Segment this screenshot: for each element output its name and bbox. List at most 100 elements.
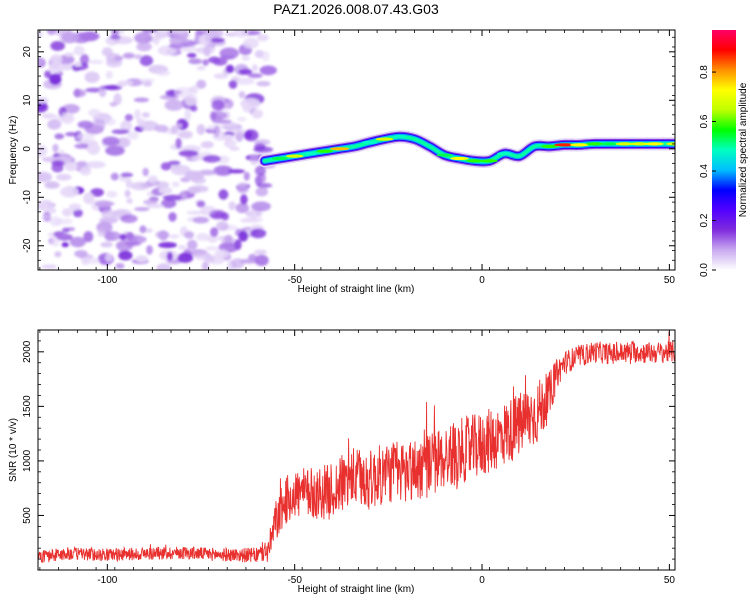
noise-blob <box>64 162 78 172</box>
noise-blob <box>134 32 153 44</box>
noise-blob <box>242 104 252 113</box>
noise-blob <box>146 203 164 209</box>
noise-blob <box>231 76 240 81</box>
noise-blob <box>139 55 154 67</box>
noise-blob <box>184 170 205 181</box>
signal-peak <box>285 154 304 158</box>
noise-blob <box>156 263 172 270</box>
noise-blob <box>61 112 75 125</box>
noise-blob <box>105 70 113 79</box>
noise-blob <box>228 128 246 134</box>
spectrogram-frame <box>37 29 676 271</box>
noise-blob <box>55 173 72 181</box>
noise-blob <box>206 235 218 243</box>
snr-ylabel: SNR (10 * v/v) <box>8 418 19 482</box>
signal-peak <box>330 147 350 151</box>
noise-blob <box>57 54 75 65</box>
noise-blob <box>235 202 250 214</box>
noise-blob <box>238 230 249 242</box>
signal-peak <box>554 143 575 147</box>
noise-blob <box>97 228 106 237</box>
noise-blob <box>213 165 233 176</box>
noise-blob <box>122 52 135 59</box>
snr-panel: -100 -50 0 50 500 1000 1500 2000 Height of stra… <box>8 329 676 595</box>
noise-blob <box>136 42 152 52</box>
noise-blob <box>113 56 124 61</box>
noise-blob <box>46 30 57 35</box>
signal-peak <box>466 159 483 163</box>
noise-blob <box>147 175 158 185</box>
noise-blob <box>236 184 249 194</box>
noise-blob <box>253 146 274 153</box>
noise-blob <box>79 166 92 176</box>
noise-blob <box>251 109 264 119</box>
noise-blob <box>72 208 83 218</box>
noise-blob <box>175 137 182 149</box>
noise-blob <box>105 145 125 156</box>
noise-blob <box>44 181 60 189</box>
noise-blob <box>244 130 253 139</box>
noise-blob <box>134 207 150 212</box>
noise-blob <box>154 181 170 189</box>
noise-blob <box>178 150 199 157</box>
noise-blob <box>142 167 149 177</box>
noise-blob <box>240 218 253 223</box>
snr-frame <box>37 329 676 571</box>
noise-blob <box>237 116 247 122</box>
noise-blob <box>43 217 52 222</box>
noise-blob <box>201 261 209 270</box>
noise-blob <box>238 91 246 99</box>
noise-blob <box>200 141 214 149</box>
noise-blob <box>210 37 225 43</box>
noise-blob <box>69 236 86 248</box>
noise-blob <box>54 251 62 258</box>
noise-blob <box>259 65 277 76</box>
noise-blob <box>143 199 158 205</box>
noise-blob <box>64 52 74 57</box>
noise-blob <box>234 30 249 38</box>
noise-blob <box>156 70 171 77</box>
noise-blob <box>138 78 155 83</box>
x-tick-label: -50 <box>287 575 302 586</box>
noise-blob <box>187 239 198 250</box>
noise-blob <box>174 87 193 98</box>
noise-blob <box>220 54 228 65</box>
noise-blob <box>99 85 118 90</box>
noise-blob <box>250 228 267 239</box>
noise-blob <box>154 124 169 133</box>
noise-blob <box>104 118 116 126</box>
noise-blob <box>168 30 188 34</box>
signal-peak <box>436 153 453 157</box>
signal-peak <box>450 156 469 161</box>
y-tick-label: 10 <box>22 94 33 106</box>
noise-blob <box>50 54 63 65</box>
noise-blob <box>83 231 94 243</box>
colorbar-tick-label: 0.8 <box>699 65 710 79</box>
noise-blob <box>164 99 184 111</box>
noise-blob <box>170 125 178 135</box>
noise-blob <box>126 131 139 140</box>
noise-blob <box>41 113 57 119</box>
noise-blob <box>61 208 73 217</box>
spectrogram-xlabel: Height of straight line (km) <box>298 284 415 295</box>
noise-blob <box>111 129 130 135</box>
colorbar-label: Normalized spectral amplitude <box>738 82 749 217</box>
noise-blob <box>186 210 205 215</box>
noise-blob <box>162 194 182 201</box>
noise-blob <box>47 119 62 130</box>
signal-peak <box>375 137 394 141</box>
noise-blob <box>187 186 201 194</box>
noise-blob <box>248 253 257 261</box>
noise-blob <box>177 245 187 250</box>
noise-blob <box>41 264 58 269</box>
noise-blob <box>115 263 125 269</box>
noise-blob <box>196 65 206 71</box>
noise-blob <box>51 160 65 167</box>
noise-blob <box>202 155 221 163</box>
noise-blob <box>186 52 197 58</box>
noise-blob <box>135 255 148 263</box>
signal-peak <box>362 140 378 145</box>
x-tick-label: 0 <box>479 575 485 586</box>
colorbar-ticks: 0.0 0.2 0.4 0.6 0.8 <box>699 65 716 277</box>
